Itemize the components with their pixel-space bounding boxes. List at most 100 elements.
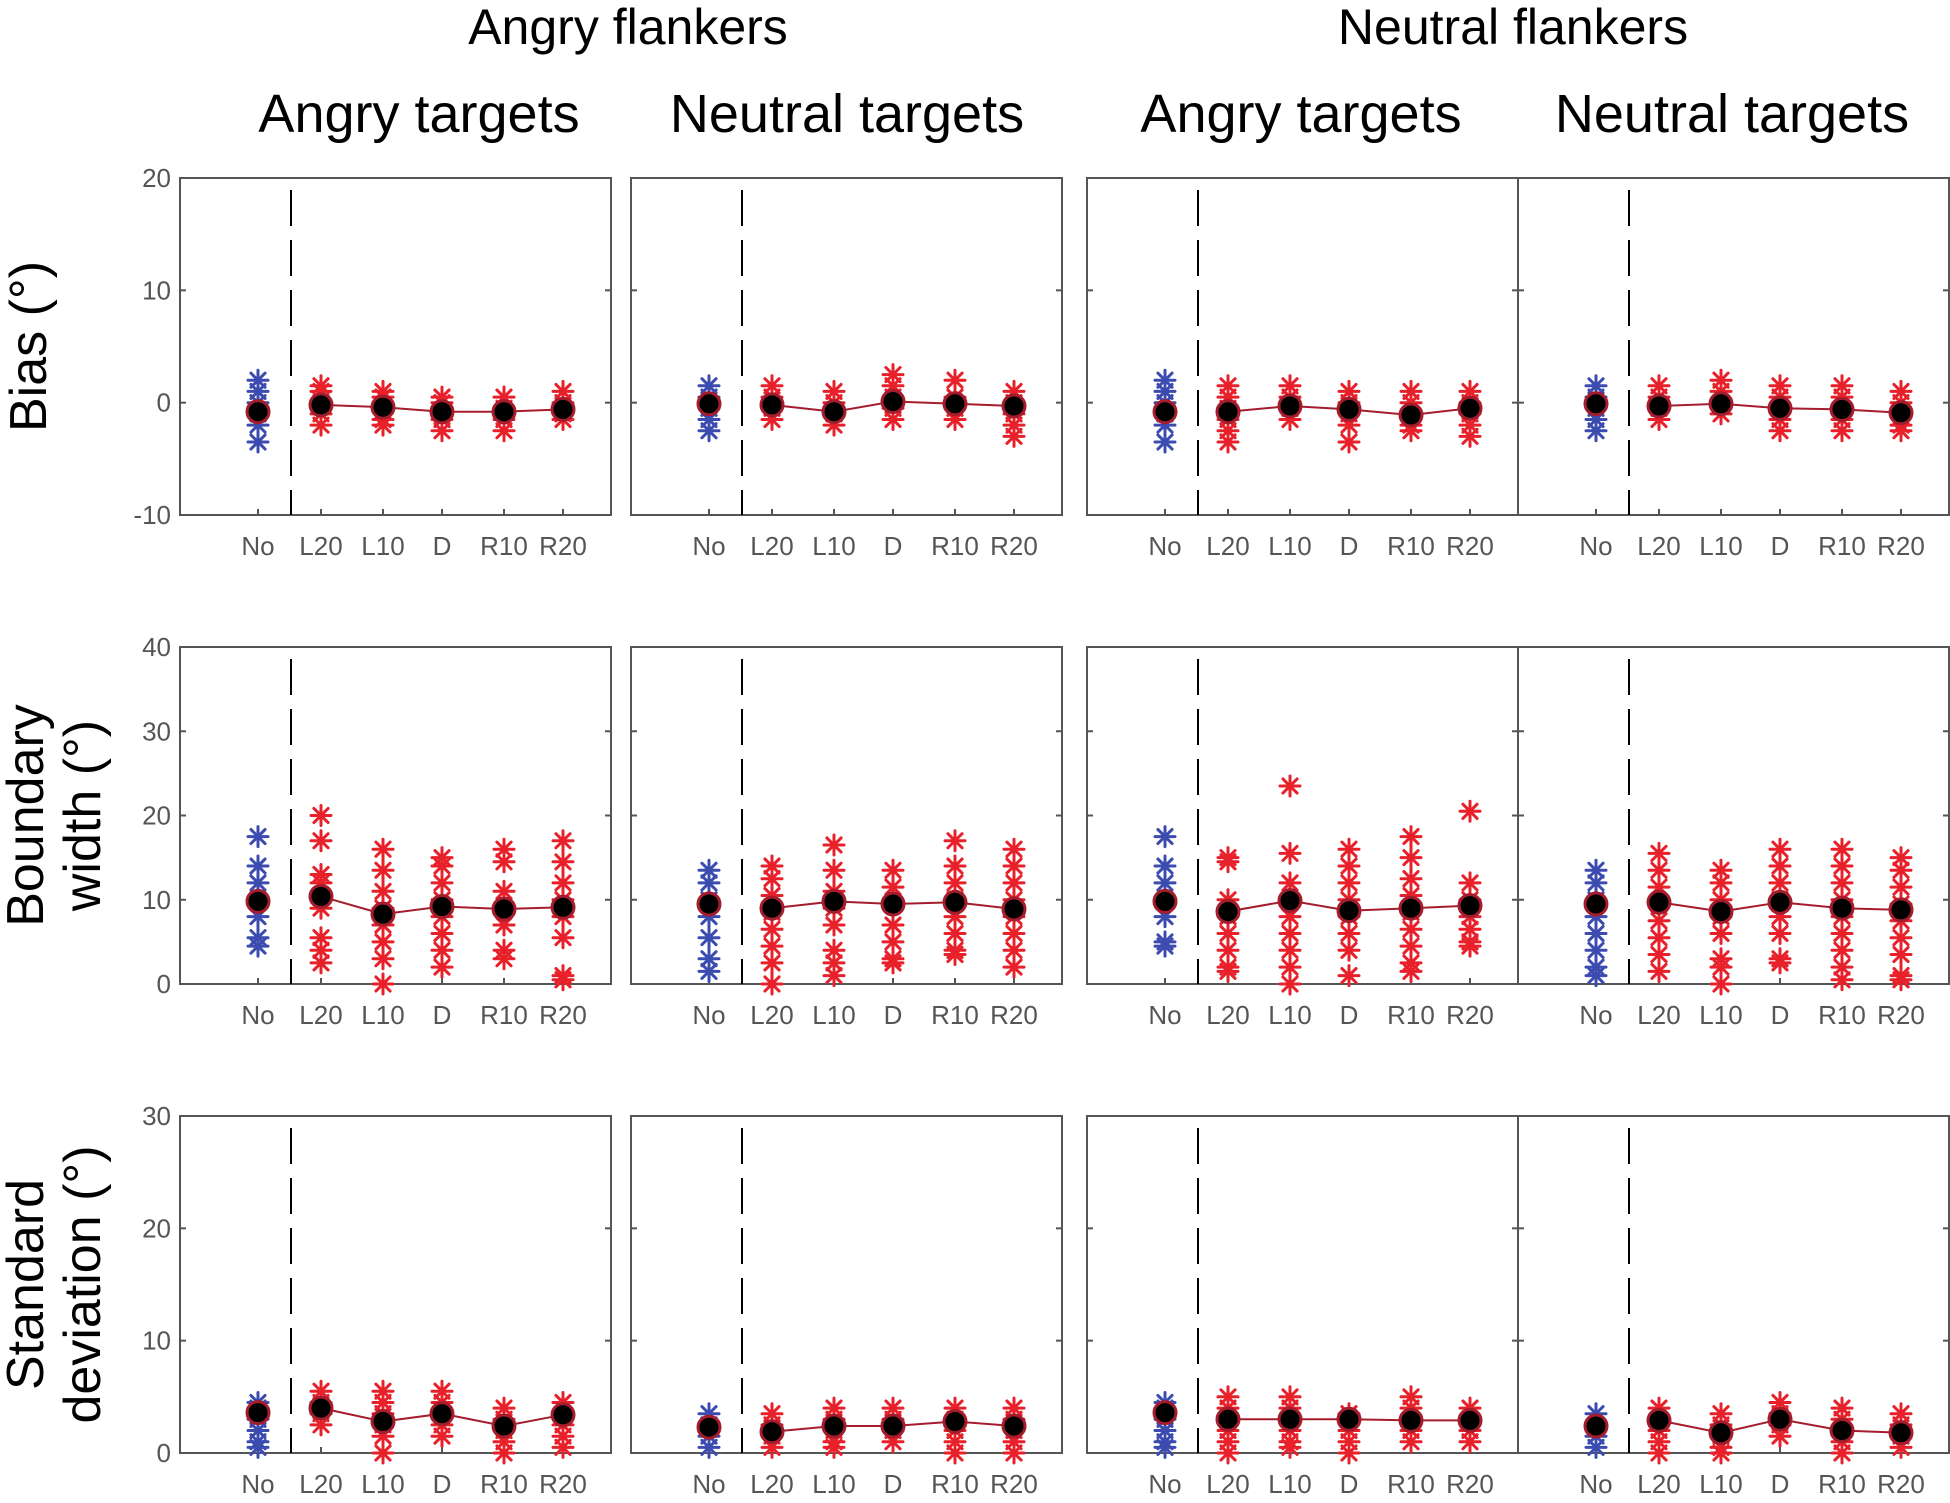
x-tick-label-No: No [1148, 531, 1181, 561]
baseline-point [246, 934, 270, 958]
flanker-point [943, 1441, 967, 1465]
flanker-point [492, 1441, 516, 1465]
flanker-point [1647, 858, 1671, 882]
flanker-point [430, 854, 454, 878]
flanker-point [822, 858, 846, 882]
x-tick-label-L10: L10 [812, 531, 855, 561]
flanker-point [551, 871, 575, 895]
mean-marker-R10 [491, 896, 517, 922]
panel-frame [1517, 1115, 1950, 1454]
y-tick-label: 10 [142, 275, 171, 305]
x-tick-label-No: No [692, 1469, 725, 1499]
x-tick-label-R10: R10 [1387, 531, 1435, 561]
baseline-point [246, 430, 270, 454]
flanker-point [1002, 1441, 1026, 1465]
flanker-point [309, 804, 333, 827]
mean-marker-R10 [942, 391, 968, 417]
x-tick-label-R10: R10 [480, 531, 528, 561]
flanker-point [430, 419, 454, 443]
y-tick-label: 20 [142, 163, 171, 193]
baseline-point [1584, 419, 1608, 443]
y-tick-label: -10 [133, 500, 171, 530]
flanker-point [1709, 1441, 1733, 1465]
flanker-point [309, 829, 333, 853]
flanker-point [1830, 854, 1854, 878]
flanker-point [1399, 825, 1423, 849]
panel-frame [630, 646, 1063, 985]
baseline-point [1584, 1435, 1608, 1459]
mean-marker-L10 [1708, 391, 1734, 417]
flanker-point [943, 922, 967, 945]
flanker-point [551, 926, 575, 950]
row-label-2: Standarddeviation (°) [0, 1145, 112, 1423]
flanker-point [551, 1435, 575, 1459]
baseline-point [697, 1435, 721, 1459]
x-tick-label-R10: R10 [931, 531, 979, 561]
x-tick-label-L20: L20 [299, 1000, 342, 1030]
mean-marker-L20 [1215, 899, 1241, 924]
y-tick-label: 20 [142, 801, 171, 831]
y-tick-label: 40 [142, 632, 171, 662]
x-tick-label-L20: L20 [750, 1000, 793, 1030]
x-tick-label-No: No [241, 531, 274, 561]
mean-marker-R20 [1457, 893, 1483, 919]
panel-frame [630, 1115, 1063, 1454]
x-tick-label-L20: L20 [750, 1469, 793, 1499]
mean-marker-L20 [308, 883, 334, 909]
x-tick-label-R10: R10 [1818, 1469, 1866, 1499]
flanker-point [1647, 1441, 1671, 1465]
mean-marker-D [429, 1401, 455, 1427]
row-label-line: width (°) [54, 720, 112, 912]
x-tick-label-R10: R10 [1387, 1469, 1435, 1499]
flanker-point [1889, 943, 1913, 966]
titles-layer: Angry flankers Angry targets Neutral targe… [258, 0, 1909, 144]
flanker-point [1278, 841, 1302, 865]
flanker-point [1889, 926, 1913, 950]
baseline-point [697, 926, 721, 950]
x-tick-label-L10: L10 [1699, 1000, 1742, 1030]
mean-marker-D [880, 1413, 906, 1439]
x-tick-label-L10: L10 [361, 1000, 404, 1030]
mean-marker-R20 [1888, 897, 1914, 923]
flanker-point [943, 829, 967, 853]
x-tick-label-No: No [692, 1000, 725, 1030]
row-label-0: Bias (°) [0, 261, 58, 432]
mean-marker-L20 [1646, 393, 1672, 419]
panel-r0-c0: No L20 L10 D R10 R20 [179, 177, 612, 561]
mean-marker-R10 [491, 399, 517, 425]
flanker-point [1337, 938, 1361, 962]
flanker-point [1768, 922, 1792, 945]
x-tick-label-L10: L10 [1268, 531, 1311, 561]
mean-marker-R20 [1001, 393, 1027, 419]
x-tick-label-R20: R20 [1446, 531, 1494, 561]
flanker-point [1768, 871, 1792, 895]
x-tick-label-L10: L10 [812, 1469, 855, 1499]
x-tick-label-L20: L20 [1637, 531, 1680, 561]
panel-frame [630, 177, 1063, 516]
y-tick-label: 10 [142, 885, 171, 915]
flanker-point [822, 964, 846, 988]
x-tick-label-No: No [1579, 531, 1612, 561]
x-tick-label-L10: L10 [1699, 1469, 1742, 1499]
flanker-point [309, 926, 333, 950]
baseline-point [1153, 825, 1177, 849]
flanker-point [1399, 959, 1423, 983]
flanker-point [1216, 922, 1240, 945]
x-tick-label-No: No [241, 1469, 274, 1499]
flanker-point [822, 1435, 846, 1459]
x-tick-label-D: D [433, 1469, 452, 1499]
x-tick-label-D: D [1340, 1469, 1359, 1499]
x-tick-label-L10: L10 [1699, 531, 1742, 561]
flanker-point [1278, 1435, 1302, 1459]
panel-frame [1086, 1115, 1519, 1454]
x-tick-label-L10: L10 [1268, 1000, 1311, 1030]
flanker-point [1216, 959, 1240, 983]
flanker-point [822, 833, 846, 857]
x-tick-label-R20: R20 [539, 1469, 587, 1499]
flanker-point [430, 938, 454, 962]
flanker-point [1216, 1441, 1240, 1465]
x-tick-label-L10: L10 [1268, 1469, 1311, 1499]
mean-marker-D [880, 389, 906, 414]
mean-marker-L20 [1215, 399, 1241, 425]
x-tick-label-D: D [1771, 1469, 1790, 1499]
